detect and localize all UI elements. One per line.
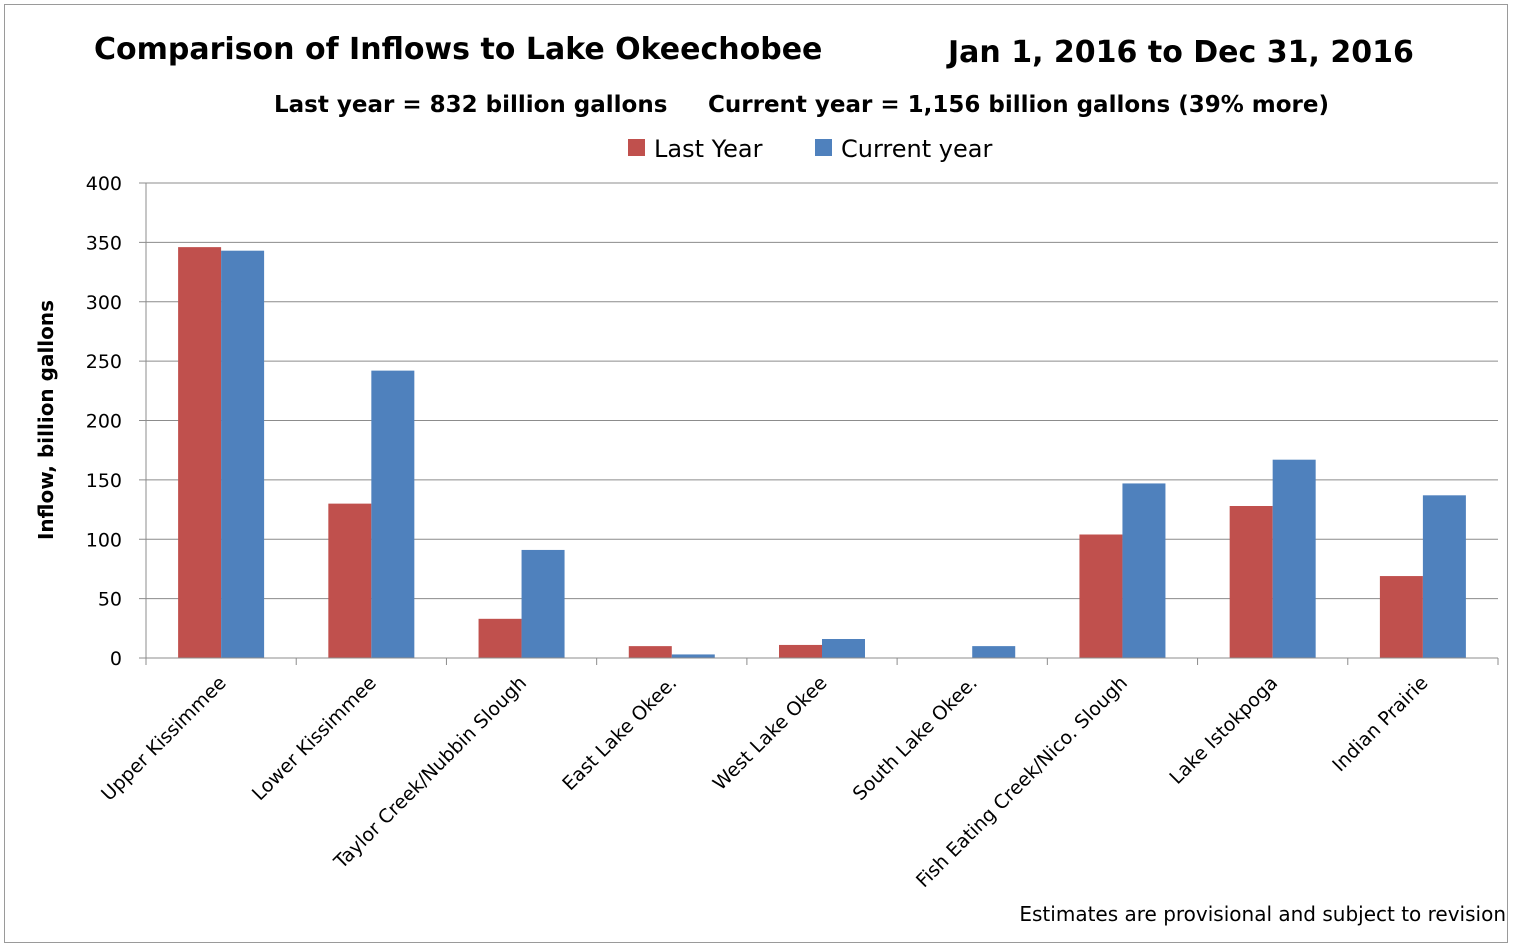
x-category-label: Upper Kissimmee [97,672,230,805]
legend-label: Last Year [654,135,763,163]
bar-last-year [178,247,222,658]
y-tick-labels: 0 50 100 150 200 250 300 350 400 [86,173,146,670]
y-tick-label: 50 [98,589,122,611]
y-axis-label: Inflow, billion gallons [34,300,58,540]
bar-current-year [1272,459,1316,658]
legend-swatch [815,139,832,156]
y-tick-label: 200 [86,411,122,433]
legend-swatch [628,139,645,156]
chart-title: Comparison of Inflows to Lake Okeechobee [94,32,822,67]
bar-last-year [1379,576,1423,658]
bar-last-year [328,503,372,658]
x-category-label: Lake Istokpoga [1165,672,1282,789]
bar-last-year [1079,534,1123,658]
bar-last-year [628,646,672,658]
y-tick-label: 300 [86,292,122,314]
x-category-label: West Lake Okee [709,672,832,795]
x-category-label: South Lake Okee. [849,672,982,805]
footnote: Estimates are provisional and subject to… [1019,902,1506,926]
bar-last-year [779,644,822,658]
bar-current-year [671,654,715,658]
bar-last-year [1229,506,1273,658]
y-tick-label: 350 [86,232,122,254]
x-category-label: Indian Prairie [1328,672,1432,776]
y-tick-label: 250 [86,351,122,373]
x-category-label: East Lake Okee. [558,672,681,795]
legend: Last Year Current year [628,135,992,163]
bar-current-year [521,549,565,658]
bar-current-year [822,639,865,658]
x-category-label: Lower Kissimmee [248,672,381,805]
bar-current-year [1122,483,1166,658]
y-tick-label: 0 [110,648,122,670]
subtitle-current-year: Current year = 1,156 billion gallons (39… [708,92,1329,118]
bar-current-year [371,370,415,658]
bar-current-year [1422,495,1466,658]
bar-current-year [221,250,265,658]
bar-current-year [972,646,1016,658]
bars [178,247,1466,658]
y-tick-label: 150 [86,470,122,492]
bar-last-year [478,618,522,658]
chart-date-range: Jan 1, 2016 to Dec 31, 2016 [946,35,1414,70]
legend-label: Current year [841,135,992,163]
y-tick-label: 100 [86,529,122,551]
subtitle-last-year: Last year = 832 billion gallons [274,92,667,118]
y-tick-label: 400 [86,173,122,195]
